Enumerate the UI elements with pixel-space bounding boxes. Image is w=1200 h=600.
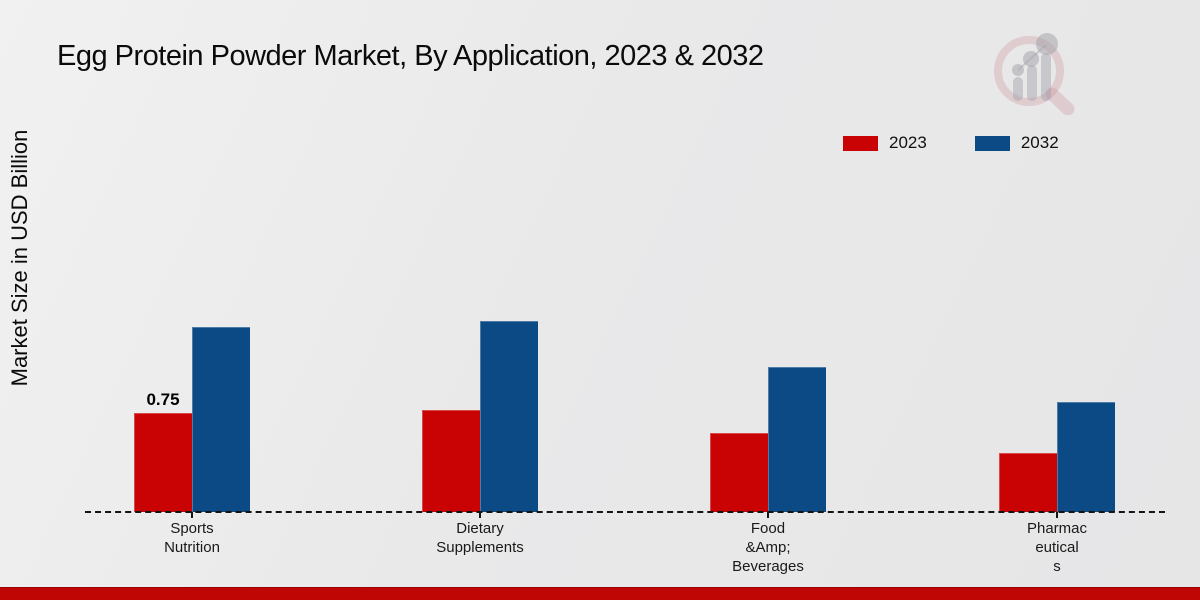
legend-label-2023: 2023 (889, 133, 927, 152)
bar-data-label: 0.75 (146, 390, 180, 409)
bar-2032-dietary-supplements (480, 321, 538, 512)
bar-2032-sports-nutrition (192, 327, 250, 512)
footer-accent-bar (0, 587, 1200, 600)
chart-title: Egg Protein Powder Market, By Applicatio… (57, 40, 764, 72)
x-axis-label-line: Sports (170, 520, 214, 537)
x-axis-label-line: &Amp; (745, 539, 791, 556)
x-axis-label-dietary-supplements: Dietary Supplements (410, 519, 550, 557)
legend-swatch-2032-icon (974, 135, 1010, 151)
legend-label-2032: 2032 (1020, 133, 1059, 152)
legend-swatch-2023-icon (843, 135, 878, 151)
x-axis-label-line: Beverages (732, 558, 804, 575)
legend-item-2032: 2032 (974, 133, 1059, 153)
x-axis-line (85, 511, 1165, 513)
x-axis-label-line: Dietary (456, 520, 504, 537)
x-axis-label-pharmaceuticals: Pharmac eutical s (987, 519, 1127, 576)
x-axis-label-line: eutical (1035, 539, 1079, 556)
bar-2032-food-amp-beverages (768, 367, 826, 512)
x-axis-tick (479, 512, 481, 518)
bar-2023-sports-nutrition (134, 413, 192, 512)
legend-item-2023: 2023 (843, 133, 927, 153)
x-axis-label-line: Food (750, 520, 786, 537)
legend: 2023 2032 (843, 133, 1095, 153)
magnifier-bar-chart-logo-icon (994, 33, 1075, 115)
bar-2023-pharmaceuticals (999, 453, 1057, 512)
x-axis-tick (767, 512, 769, 518)
x-axis-label-line: Nutrition (164, 539, 220, 556)
bar-2023-food-amp-beverages (710, 433, 768, 512)
x-axis-label-line: s (1053, 558, 1061, 575)
x-axis-label-food-amp-beverages: Food &Amp; Beverages (698, 519, 838, 576)
x-axis-label-line: Supplements (436, 539, 524, 556)
x-axis-tick (191, 512, 193, 518)
x-axis-label-line: Pharmac (1026, 520, 1088, 537)
bar-2023-dietary-supplements (422, 410, 480, 512)
x-axis-tick (1056, 512, 1058, 518)
x-axis-label-sports-nutrition: Sports Nutrition (122, 519, 262, 557)
bar-2032-pharmaceuticals (1057, 402, 1115, 512)
